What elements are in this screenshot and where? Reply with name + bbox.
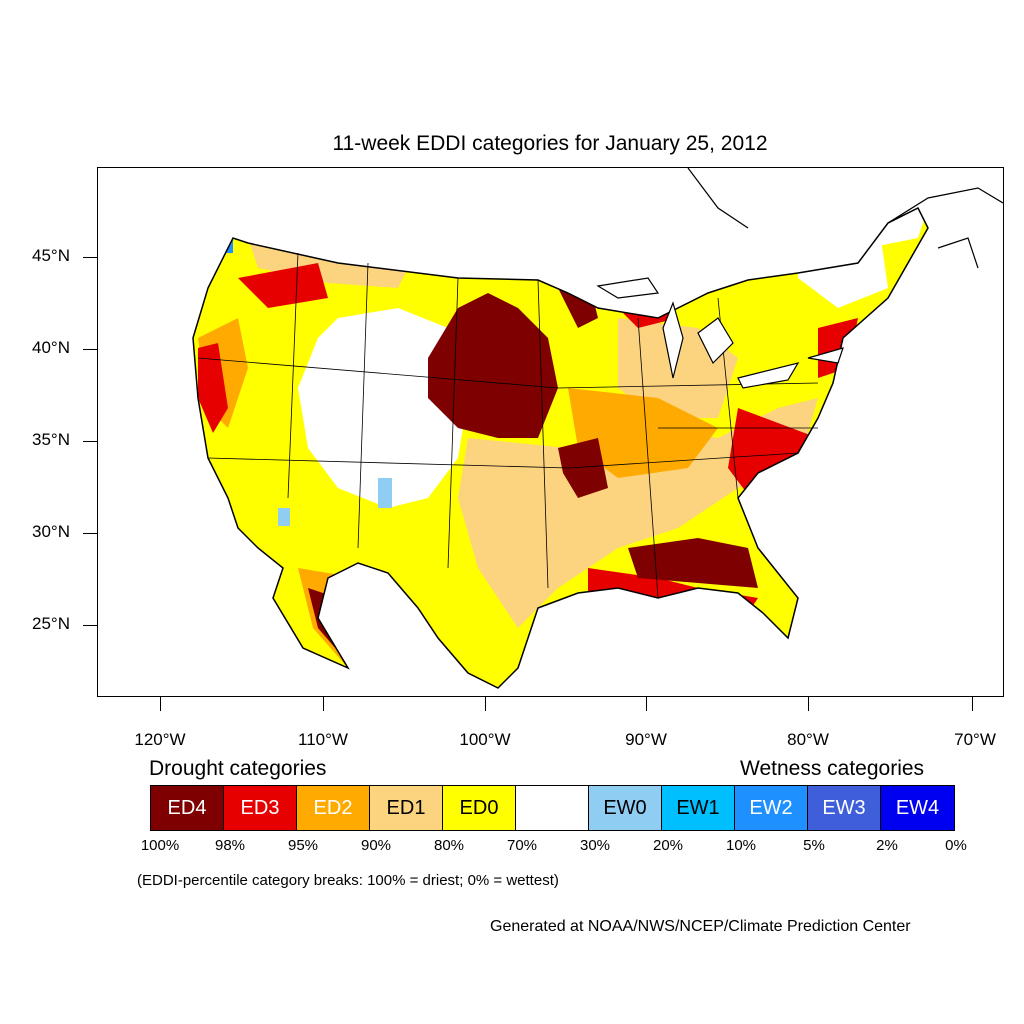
lon-label-70: 70°W (954, 730, 996, 749)
drought-heading: Drought categories (149, 757, 327, 780)
swatch-ed4: ED4 (151, 786, 224, 830)
lon-label-100: 100°W (459, 730, 511, 749)
pct-20: 20% (652, 837, 684, 854)
lon-tick-70 (972, 697, 973, 711)
lon-label-110: 110°W (298, 730, 348, 749)
lon-tick-120 (160, 697, 161, 711)
lat-tick-25 (83, 625, 97, 626)
lat-tick-30 (83, 533, 97, 534)
credit-line: Generated at NOAA/NWS/NCEP/Climate Predi… (490, 918, 911, 935)
lat-tick-35 (83, 441, 97, 442)
pct-0: 0% (945, 837, 967, 854)
map-title: 11-week EDDI categories for January 25, … (332, 132, 768, 155)
lat-label-35: 35°N (32, 430, 70, 449)
swatch-ed1: ED1 (370, 786, 443, 830)
pct-2: 2% (876, 837, 898, 854)
lat-tick-40 (83, 349, 97, 350)
pct-95: 95% (287, 837, 319, 854)
lon-label-80: 80°W (787, 730, 829, 749)
wetness-heading: Wetness categories (740, 757, 925, 780)
eddi-map-graphic (98, 168, 1003, 696)
lat-label-45: 45°N (32, 246, 70, 265)
eddi-map (97, 167, 1004, 697)
lat-tick-45 (83, 257, 97, 258)
lon-tick-110 (323, 697, 324, 711)
pct-70: 70% (506, 837, 538, 854)
swatch-ew1: EW1 (662, 786, 735, 830)
pct-80: 80% (433, 837, 465, 854)
lon-tick-80 (808, 697, 809, 711)
swatch-normal (516, 786, 589, 830)
pct-5: 5% (803, 837, 825, 854)
swatch-ew0: EW0 (589, 786, 662, 830)
swatch-ew2: EW2 (735, 786, 808, 830)
pct-10: 10% (725, 837, 757, 854)
pct-98: 98% (214, 837, 246, 854)
lat-label-40: 40°N (32, 338, 70, 357)
swatch-ew3: EW3 (808, 786, 881, 830)
lat-label-30: 30°N (32, 522, 70, 541)
lat-label-25: 25°N (32, 614, 70, 633)
category-legend: ED4 ED3 ED2 ED1 ED0 EW0 EW1 EW2 EW3 EW4 (150, 785, 955, 831)
pct-30: 30% (579, 837, 611, 854)
lon-label-120: 120°W (134, 730, 186, 749)
swatch-ew4: EW4 (881, 786, 954, 830)
swatch-ed3: ED3 (224, 786, 297, 830)
swatch-ed2: ED2 (297, 786, 370, 830)
pct-100: 100% (140, 837, 180, 854)
lon-label-90: 90°W (625, 730, 667, 749)
pct-90: 90% (360, 837, 392, 854)
lon-tick-90 (646, 697, 647, 711)
lon-tick-100 (485, 697, 486, 711)
category-note: (EDDI-percentile category breaks: 100% =… (137, 872, 559, 889)
swatch-ed0: ED0 (443, 786, 516, 830)
